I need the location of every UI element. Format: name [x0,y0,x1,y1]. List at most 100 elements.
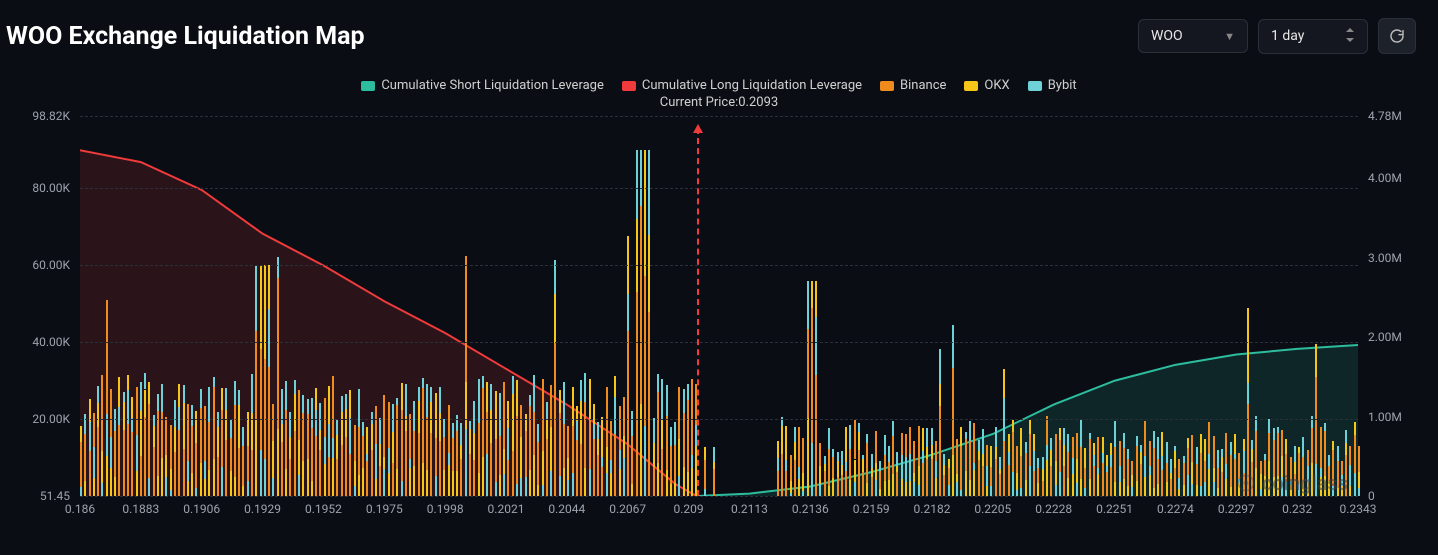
bar-segment [298,475,300,496]
bar-segment [845,427,847,462]
refresh-button[interactable] [1378,18,1416,54]
bar-segment [832,478,834,496]
controls: WOO ▼ 1 day [1138,18,1416,54]
current-price-arrow-icon [693,124,703,133]
bar-segment [1119,466,1121,482]
bar-segment [277,429,279,496]
legend-item[interactable]: OKX [964,78,1009,93]
bar-segment [315,436,317,496]
bar-segment [935,461,937,478]
bar-segment [208,422,210,470]
legend-item[interactable]: Cumulative Long Liquidation Leverage [622,78,862,93]
x-tick: 0.1883 [122,502,159,516]
bar-segment [619,469,621,496]
bar-segment [1016,473,1018,490]
bar-segment [875,431,877,463]
bar-segment [1255,431,1257,468]
bar-segment [601,467,603,496]
bar-segment [794,442,796,460]
bar-segment [1354,435,1356,473]
bar-segment [704,460,706,489]
bar-segment [1183,463,1185,485]
bar-segment [666,385,668,415]
bar-segment [204,406,206,461]
bar-segment [828,428,830,450]
bar-segment [294,394,296,431]
bar-segment [1230,442,1232,455]
bar-segment [157,411,159,476]
bar-segment [691,455,693,468]
bar-segment [563,424,565,468]
bar-segment [1247,308,1249,383]
bar-segment [512,376,514,394]
current-price-label: Current Price:0.2093 [0,95,1438,110]
bar-segment [1208,422,1210,454]
bar-segment [230,419,232,438]
legend-item[interactable]: Cumulative Short Liquidation Leverage [361,78,604,93]
bar-segment [123,402,125,429]
bar-segment [990,486,992,496]
bar-segment [858,423,860,432]
bar-segment [713,462,715,469]
bar-segment [550,427,552,471]
bar-segment [909,454,911,481]
x-tick: 0.2343 [1340,502,1377,516]
gridline [80,188,1358,189]
y-right-tick: 1.00M [1368,410,1418,424]
bar-segment [572,387,574,426]
range-select[interactable]: 1 day [1258,19,1368,54]
bar-segment [670,446,672,483]
bar-segment [1149,475,1151,496]
bar-segment [1157,437,1159,460]
bar-segment [106,456,108,496]
bar-segment [636,219,638,292]
bar-segment [657,392,659,463]
bar-segment [597,455,599,496]
legend-item[interactable]: Bybit [1028,78,1077,93]
range-select-value: 1 day [1271,28,1321,44]
bar-segment [691,379,693,455]
bar-segment [926,428,928,447]
bar-segment [144,417,146,496]
bar-segment [165,417,167,455]
bar-segment [1153,488,1155,496]
bar-segment [371,412,373,424]
x-tick: 0.186 [65,502,95,516]
bar-segment [913,441,915,473]
bar-segment [285,381,287,409]
bar-segment [1196,447,1198,464]
bar-segment [982,429,984,454]
x-tick: 0.2113 [731,502,768,516]
bar-segment [854,420,856,459]
bar-segment [1200,434,1202,453]
bar-segment [973,463,975,470]
bar-segment [302,461,304,496]
bar-segment [529,470,531,496]
bar-segment [901,479,903,496]
bar-segment [939,349,941,384]
bar-segment [336,459,338,496]
bar-segment [533,455,535,496]
bar-segment [298,440,300,475]
bar-segment [345,394,347,408]
x-tick: 0.2136 [792,502,829,516]
y-left-tick: 40.00K [20,335,70,349]
bar-segment [978,451,980,460]
bar-segment [901,433,903,455]
bar-segment [520,478,522,496]
legend-item[interactable]: Binance [880,78,946,93]
bar-segment [1042,457,1044,469]
bar-segment [1187,448,1189,475]
bar-segment [97,403,99,427]
bar-segment [379,418,381,444]
bar-segment [1345,443,1347,454]
bar-segment [255,419,257,496]
y-left-tick: 51.45 [20,489,70,503]
bar-segment [354,486,356,496]
bar-segment [204,479,206,496]
bar-segment [631,484,633,496]
symbol-select[interactable]: WOO ▼ [1138,19,1248,53]
bar-segment [311,481,313,496]
bar-segment [1225,433,1227,464]
bar-segment [713,469,715,496]
